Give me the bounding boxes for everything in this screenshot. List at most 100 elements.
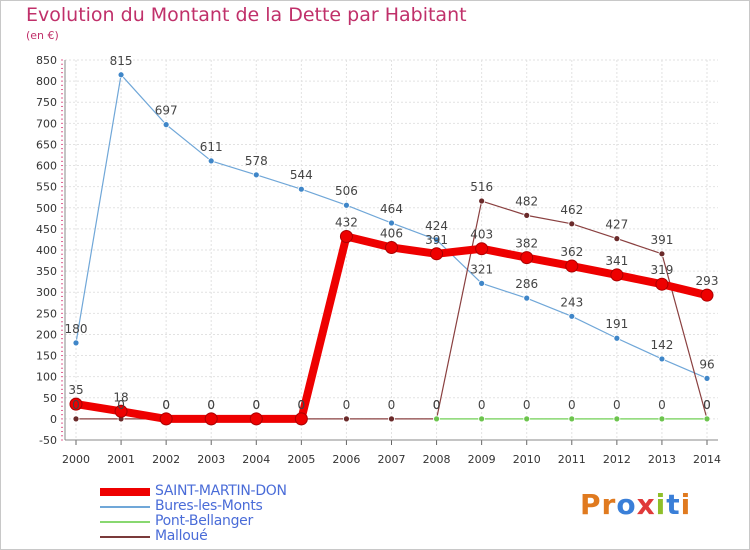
x-tick-label: 2012 <box>603 453 631 466</box>
legend-label-bures-les-monts: Bures-les-Monts <box>155 498 263 514</box>
logo-letter: o <box>616 488 637 521</box>
data-label-saint-martin-don: 341 <box>605 254 628 268</box>
x-tick-label: 2006 <box>332 453 360 466</box>
data-point-bures-les-monts <box>72 339 80 347</box>
data-point-malloue <box>72 415 80 423</box>
data-point-saint-martin-don <box>475 242 489 256</box>
data-label-malloue: 0 <box>388 398 396 412</box>
data-point-saint-martin-don <box>339 229 353 243</box>
chart-title: Evolution du Montant de la Dette par Hab… <box>26 4 467 26</box>
data-point-bures-les-monts <box>117 71 125 79</box>
legend-swatch-malloue <box>100 536 150 538</box>
data-label-bures-les-monts: 578 <box>245 154 268 168</box>
legend-item-bures-les-monts: Bures-les-Monts <box>100 498 400 515</box>
y-tick-label: 700 <box>36 117 57 130</box>
data-label-saint-martin-don: 391 <box>425 233 448 247</box>
data-label-pont-bellanger: 0 <box>478 398 486 412</box>
data-point-bures-les-monts <box>252 171 260 179</box>
y-tick-label: 450 <box>36 223 57 236</box>
data-point-saint-martin-don <box>204 412 218 426</box>
y-tick-label: 100 <box>36 371 57 384</box>
y-tick-label: 350 <box>36 265 57 278</box>
data-label-malloue: 482 <box>515 194 538 208</box>
data-label-pont-bellanger: 0 <box>613 398 621 412</box>
data-point-saint-martin-don <box>249 412 263 426</box>
data-point-bures-les-monts <box>523 294 531 302</box>
y-tick-label: 850 <box>36 54 57 67</box>
data-label-pont-bellanger: 0 <box>433 398 441 412</box>
data-point-pont-bellanger <box>703 415 711 423</box>
legend-item-saint-martin-don: SAINT-MARTIN-DON <box>100 483 400 500</box>
data-point-pont-bellanger <box>478 415 486 423</box>
data-label-malloue: 462 <box>560 203 583 217</box>
x-tick-label: 2003 <box>197 453 225 466</box>
chart-legend: SAINT-MARTIN-DON Bures-les-Monts Pont-Be… <box>100 483 400 545</box>
data-point-malloue <box>658 250 666 258</box>
data-label-bures-les-monts: 424 <box>425 219 448 233</box>
logo-letter: x <box>636 488 656 521</box>
x-tick-label: 2011 <box>558 453 586 466</box>
data-label-pont-bellanger: 0 <box>568 398 576 412</box>
data-point-malloue <box>523 211 531 219</box>
logo-letter: t <box>666 488 681 521</box>
data-label-malloue: 0 <box>433 398 441 412</box>
logo-letter: P <box>580 488 602 521</box>
data-label-malloue: 0 <box>162 398 170 412</box>
data-point-saint-martin-don <box>565 259 579 273</box>
data-label-bures-les-monts: 506 <box>335 184 358 198</box>
data-point-saint-martin-don <box>520 251 534 265</box>
data-point-pont-bellanger <box>658 415 666 423</box>
y-tick-label: 150 <box>36 350 57 363</box>
data-point-malloue <box>343 415 350 423</box>
logo-letter: i <box>680 488 692 521</box>
data-point-bures-les-monts <box>343 201 350 209</box>
y-tick-label: 800 <box>36 75 57 88</box>
x-tick-label: 2000 <box>62 453 90 466</box>
y-tick-label: 200 <box>36 328 57 341</box>
proxiti-logo: Proxiti <box>580 488 691 521</box>
data-point-bures-les-monts <box>478 279 486 287</box>
logo-letter: i <box>655 488 667 521</box>
data-point-saint-martin-don <box>655 277 669 291</box>
x-tick-label: 2004 <box>242 453 270 466</box>
x-tick-label: 2013 <box>648 453 676 466</box>
data-label-bures-les-monts: 142 <box>650 338 673 352</box>
data-label-saint-martin-don: 319 <box>650 263 673 277</box>
data-label-malloue: 427 <box>605 218 628 232</box>
data-label-malloue: 0 <box>298 398 306 412</box>
data-label-bures-les-monts: 286 <box>515 277 538 291</box>
x-tick-label: 2007 <box>378 453 406 466</box>
y-tick-label: -50 <box>39 434 57 447</box>
y-tick-label: 50 <box>43 392 57 405</box>
data-label-bures-les-monts: 243 <box>560 295 583 309</box>
data-label-bures-les-monts: 611 <box>200 140 223 154</box>
data-point-malloue <box>478 197 486 205</box>
legend-label-saint-martin-don: SAINT-MARTIN-DON <box>155 483 287 499</box>
data-label-malloue: 0 <box>343 398 351 412</box>
data-label-bures-les-monts: 191 <box>605 317 628 331</box>
data-label-malloue: 0 <box>252 398 260 412</box>
data-label-bures-les-monts: 815 <box>110 54 133 68</box>
data-point-pont-bellanger <box>523 415 531 423</box>
logo-letter: r <box>601 488 617 521</box>
data-label-saint-martin-don: 0 <box>207 398 215 412</box>
x-tick-label: 2002 <box>152 453 180 466</box>
data-label-saint-martin-don: 0 <box>252 398 260 412</box>
y-tick-label: 400 <box>36 244 57 257</box>
data-label-pont-bellanger: 0 <box>658 398 666 412</box>
data-point-saint-martin-don <box>69 397 83 411</box>
x-tick-label: 2010 <box>513 453 541 466</box>
x-tick-label: 2014 <box>693 453 721 466</box>
data-point-saint-martin-don <box>610 268 624 282</box>
data-point-saint-martin-don <box>385 240 398 254</box>
legend-item-malloue: Malloué <box>100 528 400 545</box>
legend-label-malloue: Malloué <box>155 528 208 544</box>
legend-item-pont-bellanger: Pont-Bellanger <box>100 513 400 530</box>
x-tick-label: 2008 <box>423 453 451 466</box>
data-point-bures-les-monts <box>388 219 395 227</box>
data-label-saint-martin-don: 35 <box>68 383 83 397</box>
data-point-bures-les-monts <box>568 312 576 320</box>
data-point-bures-les-monts <box>162 121 170 128</box>
data-label-bures-les-monts: 464 <box>380 202 403 216</box>
